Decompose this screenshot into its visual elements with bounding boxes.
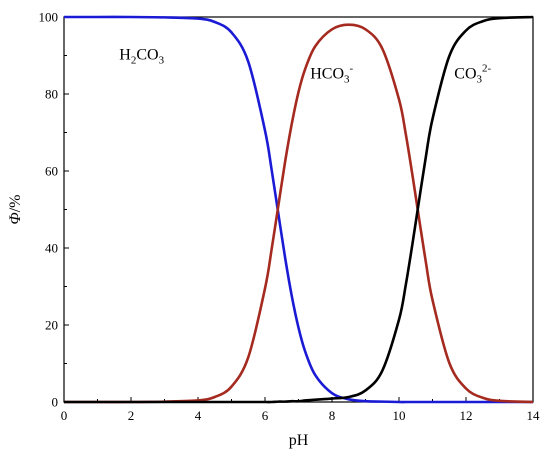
x-tick-label: 8 <box>329 408 336 423</box>
y-tick-label: 20 <box>45 318 58 333</box>
species-label-hco3: HCO3- <box>310 63 353 86</box>
x-tick-label: 6 <box>262 408 269 423</box>
y-tick-label: 0 <box>52 395 59 410</box>
y-tick-label: 60 <box>45 164 58 179</box>
series-lines <box>64 15 534 404</box>
species-label-h2co3: H2CO3 <box>119 46 164 66</box>
x-tick-label: 14 <box>527 408 541 423</box>
series-hco3-line <box>64 23 534 404</box>
x-tick-label: 10 <box>393 408 406 423</box>
x-axis-title: pH <box>289 432 309 449</box>
series-co32-line <box>64 15 534 404</box>
y-axis-unit: /% <box>7 195 24 213</box>
species-labels: H2CO3 HCO3- CO32- <box>119 46 491 85</box>
x-tick-label: 12 <box>460 408 473 423</box>
x-tick-label: 2 <box>128 408 135 423</box>
x-tick-label: 0 <box>61 408 68 423</box>
series-h2co3-line <box>64 15 533 404</box>
y-tick-label: 80 <box>45 87 58 102</box>
y-tick-label: 40 <box>45 241 58 256</box>
y-axis-title: Φ/% <box>7 195 24 225</box>
x-tick-label: 4 <box>195 408 202 423</box>
species-label-co32: CO32- <box>454 63 491 86</box>
y-axis-ticks: 0 20 40 60 80 100 <box>39 10 69 410</box>
y-tick-label: 100 <box>39 10 59 25</box>
y-axis-symbol: Φ <box>7 212 24 224</box>
